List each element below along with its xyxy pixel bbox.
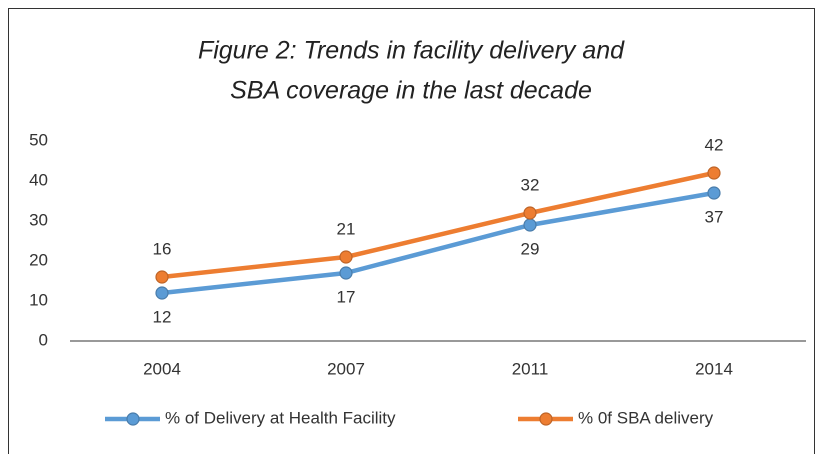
legend-marker: [539, 412, 553, 426]
series-marker: [155, 286, 169, 300]
data-label: 42: [705, 135, 724, 154]
data-label: 37: [705, 207, 724, 226]
data-label: 17: [337, 287, 356, 306]
series-marker: [339, 250, 353, 264]
y-tick-label: 10: [29, 290, 48, 309]
x-tick-label: 2014: [695, 359, 733, 378]
data-label: 16: [153, 239, 172, 258]
data-label: 32: [521, 175, 540, 194]
series-marker: [339, 266, 353, 280]
data-label: 29: [521, 239, 540, 258]
series-marker: [707, 166, 721, 180]
chart-frame: [8, 8, 815, 454]
data-label: 21: [337, 219, 356, 238]
legend-label: % of Delivery at Health Facility: [165, 408, 396, 427]
series-marker: [155, 270, 169, 284]
x-tick-label: 2007: [327, 359, 365, 378]
y-tick-label: 50: [29, 130, 48, 149]
series-line: [161, 170, 715, 280]
y-tick-label: 20: [29, 250, 48, 269]
legend-label: % 0f SBA delivery: [578, 408, 714, 427]
legend-marker: [126, 412, 140, 426]
series-marker: [523, 218, 537, 232]
series-marker: [523, 206, 537, 220]
chart-title: SBA coverage in the last decade: [230, 77, 592, 105]
x-tick-label: 2011: [512, 359, 549, 378]
chart-title: Figure 2: Trends in facility delivery an…: [198, 37, 625, 65]
y-tick-label: 30: [29, 210, 48, 229]
series-line: [161, 190, 715, 296]
y-tick-label: 40: [29, 170, 48, 189]
series-marker: [707, 186, 721, 200]
x-tick-label: 2004: [143, 359, 181, 378]
y-tick-label: 0: [39, 330, 48, 349]
data-label: 12: [153, 307, 172, 326]
